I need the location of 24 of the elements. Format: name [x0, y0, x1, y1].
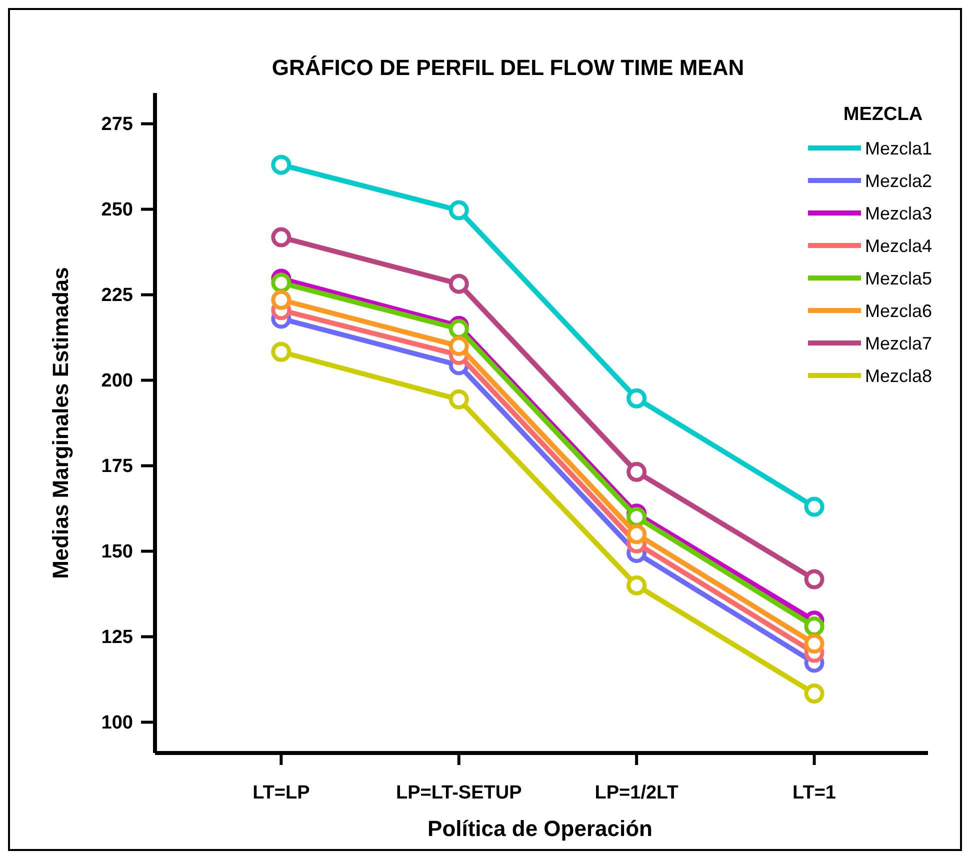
legend-label: Mezcla4 — [865, 236, 932, 256]
legend-title: MEZCLA — [843, 104, 923, 125]
y-tick-label: 225 — [101, 284, 134, 306]
x-tick-label: LP=LT-SETUP — [396, 782, 522, 804]
legend-label: Mezcla8 — [865, 366, 932, 386]
legend-label: Mezcla2 — [865, 170, 932, 191]
legend-label: Mezcla1 — [865, 138, 932, 158]
x-tick-label: LP=1/2LT — [594, 782, 679, 804]
y-tick-label: 175 — [101, 456, 134, 477]
chart-title: GRÁFICO DE PERFIL DEL FLOW TIME MEAN — [272, 55, 744, 80]
y-tick-label: 150 — [101, 541, 133, 562]
x-axis-title: Política de Operación — [428, 816, 652, 841]
legend-label: Mezcla7 — [865, 333, 932, 354]
x-tick-label: LT=1 — [792, 782, 836, 804]
legend-label: Mezcla5 — [865, 268, 932, 288]
y-tick-label: 100 — [101, 712, 133, 734]
y-tick-label: 275 — [101, 114, 134, 135]
legend-label: Mezcla3 — [865, 203, 932, 224]
x-tick-label: LT=LP — [252, 782, 310, 804]
y-tick-label: 250 — [101, 199, 133, 220]
y-axis-title: Medias Marginales Estimadas — [48, 267, 73, 579]
y-tick-label: 200 — [101, 370, 133, 392]
y-tick-label: 125 — [101, 626, 134, 648]
legend-label: Mezcla6 — [865, 300, 932, 321]
